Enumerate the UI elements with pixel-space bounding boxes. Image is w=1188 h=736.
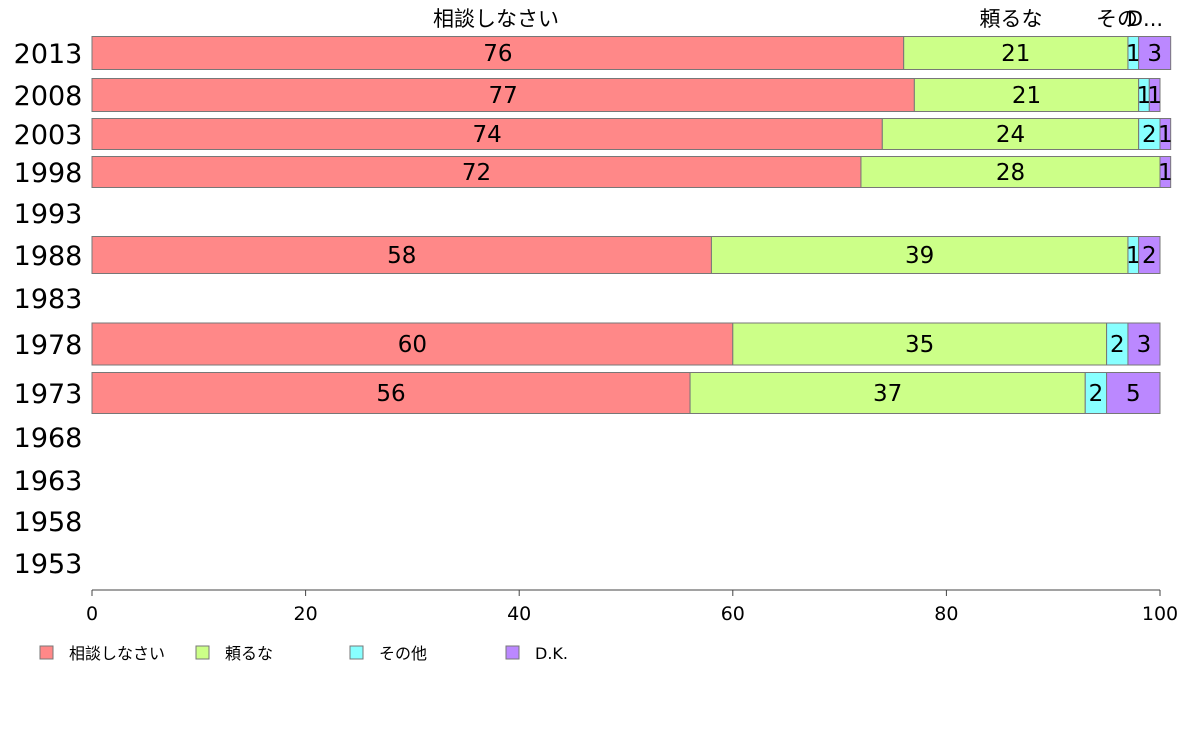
top-series-label-0: 相談しなさい: [433, 7, 559, 31]
x-tick-label-20: 20: [294, 603, 318, 625]
legend-label-0: 相談しなさい: [69, 644, 165, 663]
bar-value-2003-series-2: 2: [1142, 122, 1157, 148]
year-label-1993: 1993: [14, 199, 83, 230]
year-label-1978: 1978: [14, 330, 83, 361]
bar-value-1978-series-0: 60: [398, 332, 427, 358]
legend-swatch-1: [195, 645, 210, 660]
bar-1978-series-3: [1127, 322, 1161, 366]
bar-2003-series-3: [1159, 118, 1172, 150]
bar-value-1998-series-0: 72: [462, 160, 491, 186]
bar-value-2003-series-1: 24: [996, 122, 1025, 148]
bar-1988-series-1: [710, 236, 1129, 274]
x-tick-label-100: 100: [1142, 603, 1178, 625]
year-label-2003: 2003: [14, 120, 83, 151]
legend-swatch-2: [349, 645, 364, 660]
bar-value-2008-series-1: 21: [1012, 83, 1041, 109]
bar-1998-series-1: [860, 156, 1161, 188]
bar-value-2008-series-2: 1: [1137, 83, 1152, 109]
bar-2008-series-1: [913, 78, 1140, 112]
bar-value-1973-series-3: 5: [1126, 381, 1141, 407]
bar-1998-series-3: [1159, 156, 1172, 188]
year-label-1953: 1953: [14, 549, 83, 580]
year-label-1983: 1983: [14, 284, 83, 315]
bar-value-1978-series-1: 35: [905, 332, 934, 358]
bar-1978-series-1: [732, 322, 1108, 366]
bar-2013-series-3: [1138, 36, 1172, 70]
year-axis-labels: 2013 2008 2003 1998 1993 1988 1983 1978 1973 1968…: [14, 39, 83, 580]
bar-value-1998-series-1: 28: [996, 160, 1025, 186]
bar-value-2003-series-3: 1: [1158, 122, 1173, 148]
bar-1973-series-1: [689, 372, 1086, 414]
top-series-label-1: 頼るな: [980, 7, 1043, 31]
legend-swatch-3: [505, 645, 520, 660]
legend-label-1: 頼るな: [225, 644, 273, 663]
year-label-1973: 1973: [14, 379, 83, 410]
year-label-2008: 2008: [14, 81, 83, 112]
bar-value-1978-series-2: 2: [1110, 332, 1125, 358]
bar-value-1988-series-2: 1: [1126, 243, 1141, 269]
year-label-1963: 1963: [14, 466, 83, 497]
bar-value-2008-series-3: 1: [1147, 83, 1162, 109]
bar-value-2008-series-0: 77: [489, 83, 518, 109]
bar-value-2013-series-2: 1: [1126, 41, 1141, 67]
bar-1978-series-0: [91, 322, 734, 366]
x-axis: 0 20 40 60 80 100: [86, 589, 1178, 625]
bar-value-1973-series-2: 2: [1089, 381, 1104, 407]
bar-1998-series-0: [91, 156, 862, 188]
year-label-1968: 1968: [14, 423, 83, 454]
bar-value-2003-series-0: 74: [473, 122, 502, 148]
bar-value-1988-series-0: 58: [387, 243, 416, 269]
bar-value-1988-series-1: 39: [905, 243, 934, 269]
series-top-labels: 相談しなさい 頼るな そのD...: [433, 7, 1163, 31]
x-tick-label-80: 80: [934, 603, 958, 625]
legend-label-2: その他: [379, 644, 427, 663]
bar-1988-series-3: [1138, 236, 1161, 274]
bar-value-2013-series-1: 21: [1001, 41, 1030, 67]
bar-value-1978-series-3: 3: [1137, 332, 1152, 358]
bar-2013-series-0: [91, 36, 905, 70]
top-series-label-2: その: [1096, 7, 1138, 31]
bar-2008-series-3: [1148, 78, 1161, 112]
top-series-label-3: D...: [1127, 7, 1163, 31]
bar-value-2013-series-3: 3: [1147, 41, 1162, 67]
x-tick-label-60: 60: [721, 603, 745, 625]
year-label-1998: 1998: [14, 158, 83, 189]
bar-value-1973-series-0: 56: [376, 381, 405, 407]
bar-1973-series-0: [91, 372, 691, 414]
bar-value-1998-series-3: 1: [1158, 160, 1173, 186]
year-label-2013: 2013: [14, 39, 83, 70]
year-label-1988: 1988: [14, 241, 83, 272]
x-tick-label-40: 40: [507, 603, 531, 625]
legend-label-3: D.K.: [535, 644, 568, 663]
year-label-1958: 1958: [14, 507, 83, 538]
x-tick-label-0: 0: [86, 603, 98, 625]
bar-value-1988-series-3: 2: [1142, 243, 1157, 269]
bar-value-2013-series-0: 76: [483, 41, 512, 67]
legend-swatch-0: [39, 645, 54, 660]
bar-value-1973-series-1: 37: [873, 381, 902, 407]
legend: 相談しなさい 頼るな その他 D.K.: [39, 644, 568, 663]
bar-2013-series-1: [903, 36, 1129, 70]
bar-1973-series-3: [1106, 372, 1161, 414]
